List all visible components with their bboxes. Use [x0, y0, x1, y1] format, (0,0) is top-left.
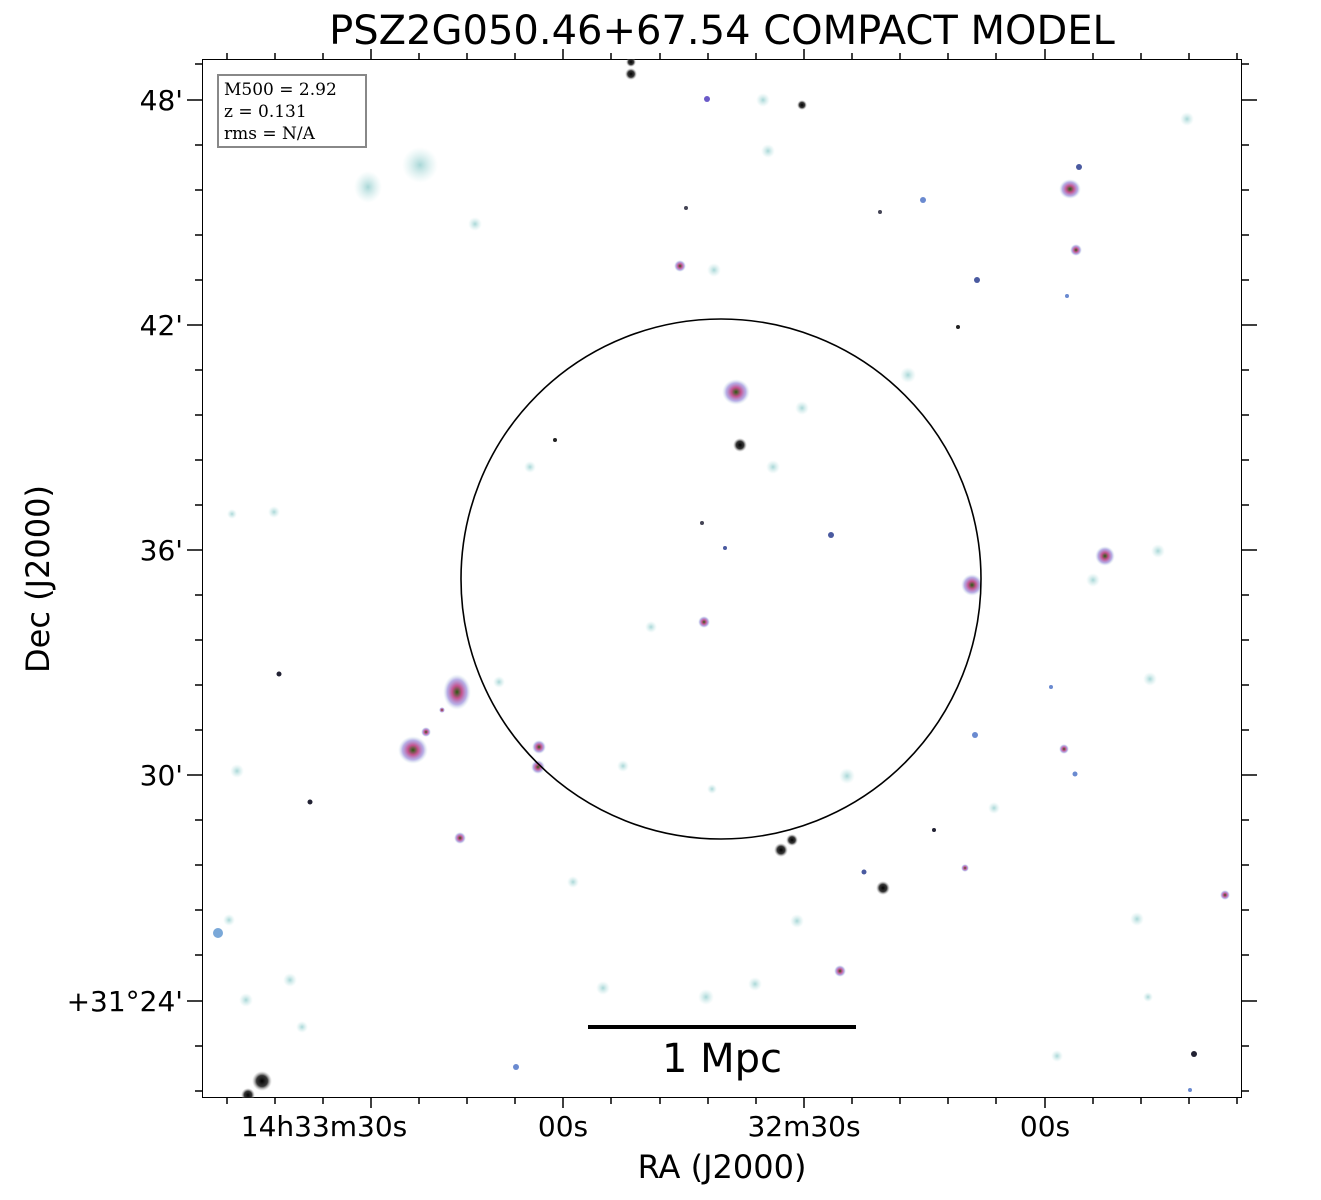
ytick-label: 48'	[139, 84, 183, 117]
xtick-label: 14h33m30s	[240, 1110, 408, 1143]
x-axis-label: RA (J2000)	[637, 1148, 807, 1186]
plot-title: PSZ2G050.46+67.54 COMPACT MODEL	[329, 8, 1115, 54]
xtick-label: 32m30s	[747, 1110, 861, 1143]
aperture-circle	[460, 318, 982, 840]
legend-m500: M500 = 2.92	[224, 80, 337, 100]
sky-sources	[213, 59, 1230, 1098]
ytick-label: +31°24'	[66, 985, 183, 1018]
legend-rms: rms = N/A	[224, 124, 315, 144]
info-legend: M500 = 2.92 z = 0.131 rms = N/A	[217, 74, 367, 148]
plot-area	[202, 59, 1242, 1098]
y-axis-label: Dec (J2000)	[19, 485, 57, 673]
ytick-label: 42'	[139, 309, 183, 342]
xtick-label: 00s	[1019, 1110, 1071, 1143]
scalebar-label: 1 Mpc	[661, 1036, 783, 1082]
ytick-label: 30'	[139, 759, 183, 792]
legend-redshift: z = 0.131	[224, 102, 307, 122]
xtick-label: 00s	[537, 1110, 589, 1143]
axis-ticks	[187, 49, 1257, 1108]
ytick-label: 36'	[139, 534, 183, 567]
